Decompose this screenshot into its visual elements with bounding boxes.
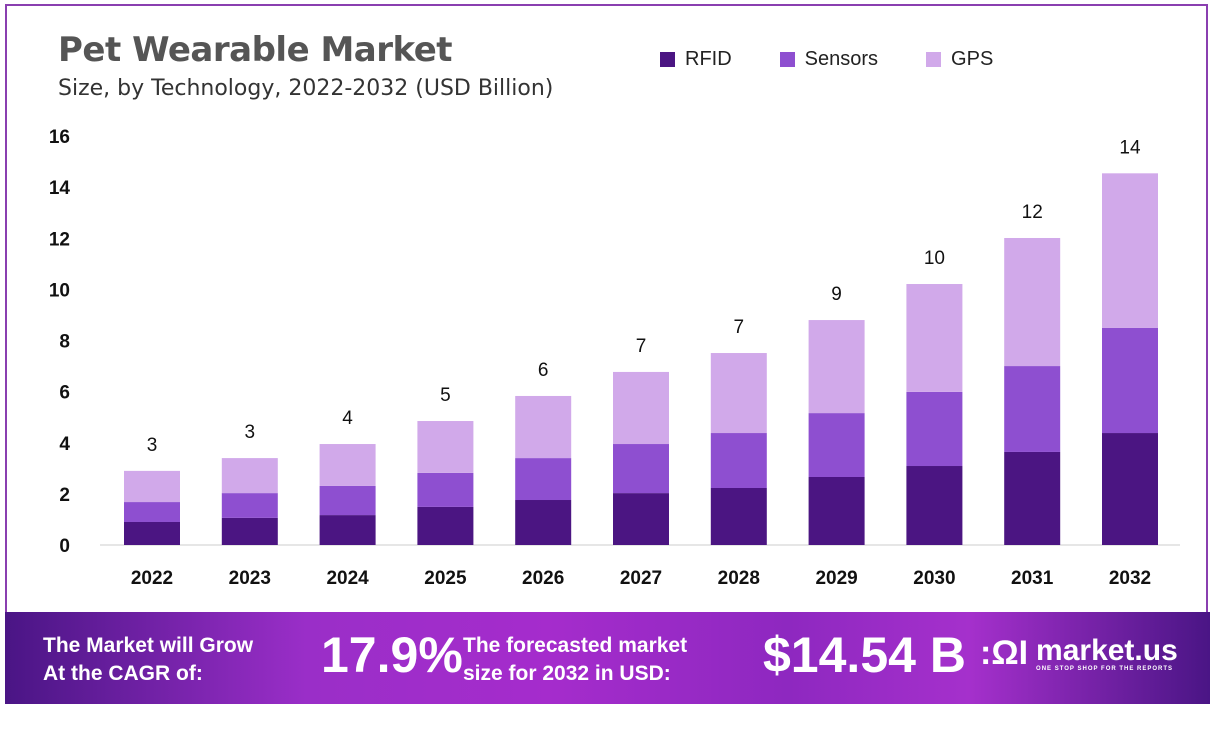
bar-gps: [906, 284, 963, 392]
bar-rfid: [515, 500, 572, 545]
legend-item-rfid: RFID: [660, 48, 732, 71]
legend-label: Sensors: [804, 48, 879, 70]
total-label: 9: [831, 284, 842, 305]
chart-title: Pet Wearable Market: [58, 30, 453, 70]
bar-gps: [1004, 237, 1061, 367]
forecast-label-line: size for 2032 in USD:: [463, 662, 671, 685]
bar-gps: [613, 371, 669, 445]
y-tick-label: 4: [59, 434, 70, 455]
x-tick-label: 2030: [913, 568, 955, 589]
bar-rfid: [613, 493, 669, 545]
bar-rfid: [124, 521, 180, 545]
y-tick-label: 8: [59, 332, 70, 353]
total-label: 7: [636, 336, 647, 357]
bar-gps: [319, 444, 376, 486]
total-label: 3: [147, 435, 158, 456]
total-label: 4: [342, 408, 353, 429]
bar-gps: [417, 421, 474, 473]
brand-tagline: ONE STOP SHOP FOR THE REPORTS: [1036, 665, 1174, 672]
brand-mark-icon: :ΩI: [980, 634, 1029, 672]
x-tick-label: 2022: [131, 568, 173, 589]
bar-rfid: [808, 477, 865, 545]
legend: RFID Sensors GPS: [660, 48, 993, 71]
legend-swatch: [660, 52, 675, 67]
total-label: 7: [734, 317, 745, 338]
total-label: 6: [538, 360, 549, 381]
brand-logo: :ΩI market.us ONE STOP SHOP FOR THE REPOR…: [980, 634, 1178, 673]
bar-gps: [221, 458, 278, 494]
bar-sensors: [221, 493, 278, 518]
cagr-label: The Market will Grow At the CAGR of:: [43, 632, 253, 688]
bar-rfid: [319, 515, 376, 545]
total-label: 3: [245, 422, 256, 443]
x-tick-label: 2029: [815, 568, 857, 589]
legend-label: GPS: [951, 48, 994, 70]
bar-sensors: [319, 485, 376, 516]
bar-gps: [124, 470, 180, 503]
bar-sensors: [515, 458, 572, 501]
forecast-value: $14.54 B: [763, 627, 966, 683]
x-tick-label: 2025: [424, 568, 467, 589]
total-label: 5: [440, 385, 451, 406]
bar-sensors: [613, 444, 669, 494]
bar-rfid: [221, 517, 278, 545]
bar-rfid: [1102, 433, 1158, 545]
bar-sensors: [124, 502, 180, 522]
bar-sensors: [1102, 327, 1158, 434]
brand-name: market.us: [1036, 633, 1178, 667]
legend-swatch: [926, 52, 942, 67]
y-tick-label: 12: [49, 229, 70, 250]
y-tick-label: 0: [59, 536, 70, 557]
bar-sensors: [417, 472, 474, 507]
bar-chart: 0 2 4 6 8 10 12 16 14 3 2022 3 2023 4 2024 5 2025 6 2026 7 2…: [49, 127, 1180, 589]
chart-frame: [5, 4, 1208, 704]
legend-swatch: [779, 52, 795, 67]
forecast-label: The forecasted market size for 2032 in US…: [463, 632, 687, 688]
footer-banner: The Market will Grow At the CAGR of: 17.9…: [5, 612, 1210, 704]
bar-gps: [710, 353, 767, 434]
bar-rfid: [906, 466, 963, 545]
y-tick-label: 2: [59, 485, 70, 506]
legend-item-sensors: Sensors: [779, 48, 879, 71]
bar-rfid: [1004, 451, 1061, 545]
y-tick-label: 10: [49, 280, 70, 301]
x-tick-label: 2024: [326, 568, 369, 589]
total-label: 12: [1022, 202, 1043, 223]
forecast-label-line: The forecasted market: [463, 634, 688, 657]
x-tick-label: 2028: [718, 568, 760, 589]
total-label: 14: [1119, 137, 1141, 158]
bar-gps: [515, 395, 572, 459]
total-label: 10: [924, 248, 945, 269]
chart-subtitle: Size, by Technology, 2022-2032 (USD Bill…: [58, 76, 554, 101]
x-tick-label: 2032: [1109, 568, 1151, 589]
bar-rfid: [417, 506, 474, 545]
x-tick-label: 2023: [229, 568, 271, 589]
cagr-label-line: The Market will Grow: [43, 634, 254, 657]
legend-item-gps: GPS: [926, 48, 993, 71]
x-tick-label: 2027: [620, 568, 662, 589]
cagr-value: 17.9%: [321, 627, 463, 683]
legend-label: RFID: [685, 48, 732, 70]
bar-gps: [808, 320, 865, 414]
cagr-label-line: At the CAGR of:: [43, 662, 203, 685]
bar-rfid: [710, 487, 767, 545]
x-tick-label: 2026: [522, 568, 564, 589]
x-tick-label: 2031: [1011, 568, 1054, 589]
y-tick-label: 16: [49, 127, 70, 148]
y-tick-label: 6: [59, 383, 70, 404]
bar-sensors: [808, 413, 865, 478]
bar-gps: [1102, 173, 1158, 328]
y-tick-label: 14: [49, 178, 71, 199]
bar-sensors: [710, 433, 767, 488]
bar-sensors: [906, 391, 963, 467]
bar-sensors: [1004, 366, 1061, 452]
